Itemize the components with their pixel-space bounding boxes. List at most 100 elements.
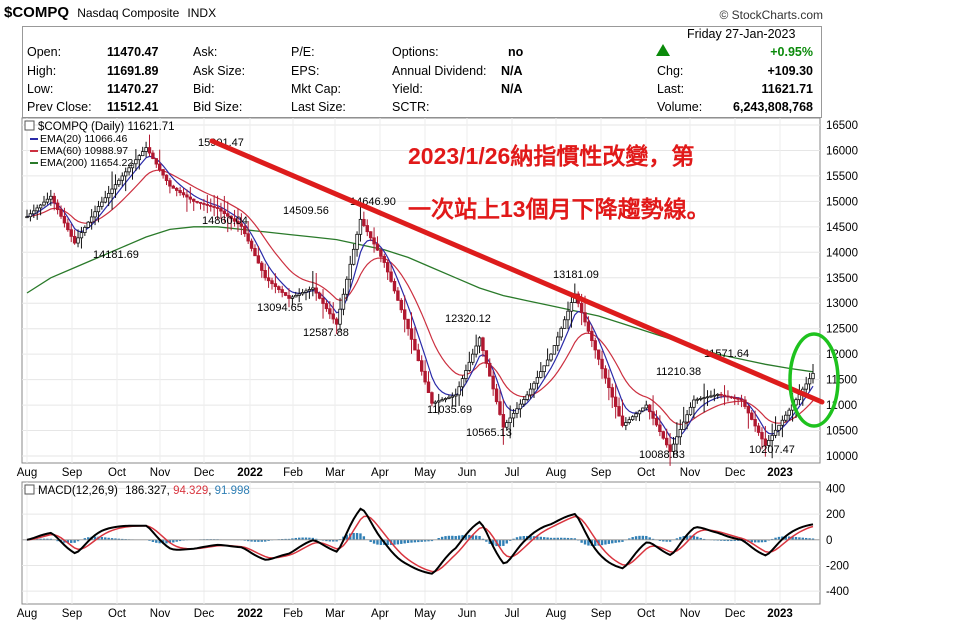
macd-histogram-bar <box>474 535 478 540</box>
price-tick-label: 15500 <box>826 171 858 183</box>
price-bar-body <box>181 192 186 196</box>
options-label: Options: <box>392 45 439 59</box>
macd-histogram-bar <box>413 539 417 543</box>
price-bar-body <box>447 396 451 399</box>
price-bar-body <box>297 293 301 296</box>
macd-histogram-bar <box>798 537 801 540</box>
macd-histogram-bar <box>607 539 611 544</box>
price-bar-body <box>685 414 689 423</box>
peak-label: 14860.04 <box>202 215 248 227</box>
macd-histogram-bar <box>730 539 733 542</box>
last-size-label: Last Size: <box>291 100 346 114</box>
macd-histogram-bar <box>294 537 298 540</box>
price-bar-body <box>113 184 118 190</box>
trough-label: 11210.38 <box>656 366 701 378</box>
macd-histogram-bar <box>117 538 121 540</box>
price-bar-body <box>756 425 761 433</box>
price-bar-body <box>607 377 611 389</box>
macd-histogram-bar <box>107 537 110 540</box>
price-bar-body <box>106 192 111 199</box>
macd-line <box>26 507 814 575</box>
macd-histogram-bar <box>587 539 590 546</box>
price-bar-body <box>542 365 546 373</box>
price-bar-body <box>699 397 703 400</box>
legend-ema20: EMA(20) 11066.46 <box>40 133 128 145</box>
price-tick-label: 13000 <box>826 298 858 310</box>
macd-x-tick-label: Sep <box>62 608 82 620</box>
macd-x-tick-label: Jul <box>505 608 520 620</box>
price-tick-label: 16000 <box>826 145 858 157</box>
price-bar-body <box>266 277 271 282</box>
price-bar-body <box>736 397 740 400</box>
macd-histogram-bar <box>699 537 702 540</box>
macd-histogram-bar <box>430 539 434 542</box>
high-label: High: <box>27 64 57 78</box>
macd-histogram-bar <box>304 537 308 540</box>
macd-histogram-bar <box>542 537 546 540</box>
macd-tick-label: -200 <box>826 560 849 572</box>
price-tick-label: 16500 <box>826 120 858 132</box>
macd-histogram-bar <box>668 539 672 542</box>
price-bar-body <box>532 382 536 390</box>
macd-histogram-bar <box>801 537 804 540</box>
macd-histogram-bar <box>519 536 522 540</box>
macd-histogram-bar <box>396 539 400 545</box>
price-bar-body <box>253 247 257 257</box>
low-label: Low: <box>27 82 54 96</box>
macd-histogram-bar <box>178 539 182 542</box>
price-bar-body <box>103 197 107 203</box>
macd-histogram-bar <box>638 535 641 540</box>
price-bar-body <box>212 206 216 208</box>
price-bar-body <box>66 222 70 231</box>
macd-histogram-bar <box>311 537 315 540</box>
macd-histogram-bar <box>658 539 662 541</box>
price-bar-body <box>688 406 693 416</box>
price-bar-body <box>151 152 155 159</box>
macd-histogram-bar <box>723 539 726 541</box>
macd-histogram-bar <box>46 538 49 540</box>
price-bar-body <box>705 396 710 399</box>
price-bar-body <box>743 399 747 407</box>
price-bar-body <box>488 362 492 377</box>
price-bar-body <box>518 403 523 410</box>
price-panel <box>21 117 821 464</box>
price-bar-body <box>746 406 751 414</box>
trough-label: 10565.13 <box>466 427 512 439</box>
macd-histogram-bar <box>702 538 706 540</box>
legend-title: $COMPQ (Daily) 11621.71 <box>38 121 175 133</box>
price-bar-body <box>144 147 148 152</box>
price-bar-body <box>593 340 597 351</box>
macd-x-tick-label: Feb <box>283 608 303 620</box>
price-bar-body <box>760 432 764 440</box>
macd-histogram-bar <box>83 538 87 540</box>
price-bar-body <box>545 359 550 367</box>
macd-histogram-bar <box>36 538 39 540</box>
price-bar-body <box>722 394 727 397</box>
macd-x-tick-label: 2022 <box>237 608 263 620</box>
last-label: Last: <box>657 82 685 96</box>
price-x-tick-label: Dec <box>725 467 746 479</box>
price-x-tick-label: May <box>414 467 436 479</box>
macd-histogram-bar <box>400 539 403 544</box>
price-bar-body <box>185 194 189 198</box>
macd-histogram-bar <box>679 536 682 540</box>
macd-histogram-bar <box>505 539 508 544</box>
price-bar-body <box>399 299 403 311</box>
price-bar-body <box>641 407 645 412</box>
price-bar-body <box>35 207 39 212</box>
macd-x-tick-label: Aug <box>17 608 37 620</box>
price-bar-body <box>590 330 594 342</box>
macd-histogram-bar <box>600 539 604 546</box>
macd-histogram-bar <box>440 536 444 540</box>
quote-table: Open: 11470.47 High: 11691.89 Low: 11470… <box>22 26 822 118</box>
macd-histogram-bar <box>594 539 597 546</box>
ema60-line <box>26 169 814 426</box>
macd-x-tick-label: Dec <box>194 608 215 620</box>
price-bar-body <box>773 429 778 436</box>
macd-x-tick-label: Jun <box>458 608 477 620</box>
price-bar-body <box>120 175 124 181</box>
macd-histogram-bar <box>481 538 485 540</box>
macd-histogram-bar <box>315 538 318 540</box>
price-bar-body <box>134 159 138 165</box>
price-bar-body <box>334 318 339 325</box>
